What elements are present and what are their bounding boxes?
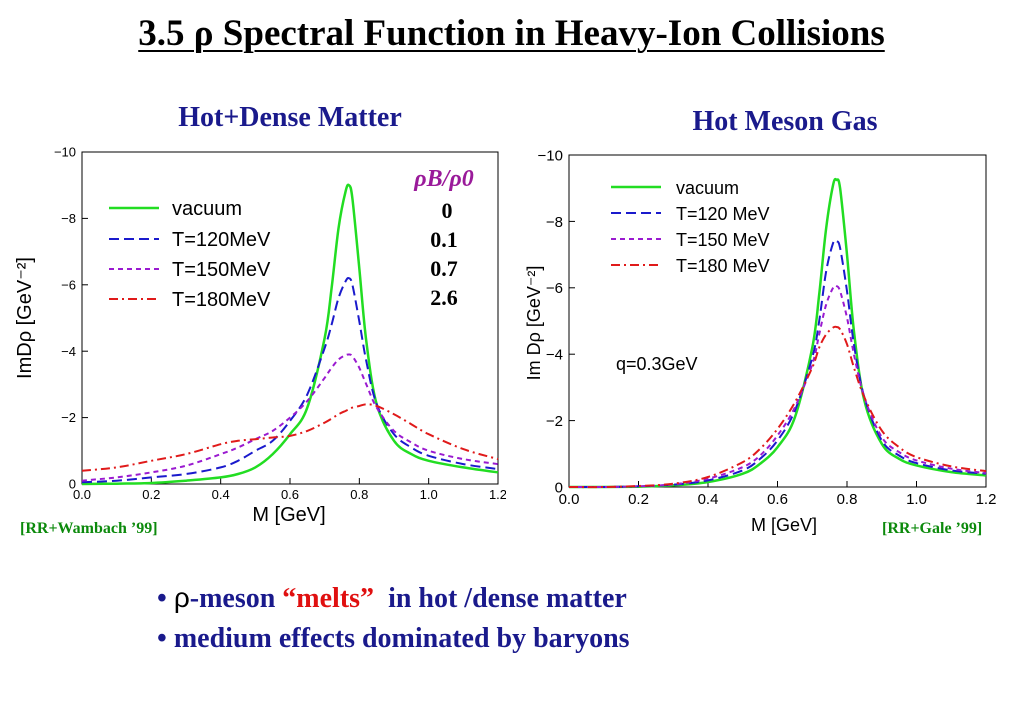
- density-value: 0.7: [430, 256, 458, 281]
- x-tick-label: 1.0: [906, 491, 927, 508]
- y-tick-label: −8: [546, 214, 563, 231]
- legend-label: vacuum: [172, 198, 242, 220]
- melts-highlight: “melts”: [282, 583, 375, 614]
- x-tick-label: 1.2: [976, 491, 997, 508]
- plot-frame: [568, 154, 987, 488]
- x-tick-label: 0.4: [212, 487, 230, 502]
- y-axis-label: Im Dρ [GeV⁻²]: [524, 266, 544, 381]
- x-tick-label: 0.8: [350, 487, 368, 502]
- y-tick-label: −8: [61, 211, 76, 226]
- y-tick-label: 0: [69, 477, 76, 492]
- y-tick-label: 0: [555, 479, 563, 496]
- legend-label: T=180MeV: [172, 289, 271, 311]
- right-chart: 0.0 0.2 0.4 0.6 0.8 1.0 1.2 0 −2 −4 −6 −8 −10 vacuum…: [524, 147, 997, 535]
- bullet-item: • ρ-meson “melts” in hot /dense matter: [157, 578, 630, 619]
- right-panel-heading: Hot Meson Gas: [692, 106, 878, 137]
- slide-title: 3.5 ρ Spectral Function in Heavy-Ion Col…: [138, 13, 885, 54]
- bullet-marker: •: [157, 623, 167, 654]
- series-line-0: [568, 177, 987, 489]
- y-tick-label: −4: [546, 347, 563, 364]
- bullet-text: -meson: [189, 583, 283, 614]
- legend-label: vacuum: [676, 178, 739, 198]
- legend-label: T=150 MeV: [676, 230, 770, 250]
- density-header: ρB/ρ0: [413, 166, 473, 192]
- y-tick-label: −2: [61, 410, 76, 425]
- x-tick-label: 0.8: [837, 491, 858, 508]
- chart-legend: vacuum T=120 MeV T=150 MeV T=180 MeV: [611, 178, 770, 276]
- left-chart: 0.0 0.2 0.4 0.6 0.8 1.0 1.2 0 −2 −4 −6 −8 −10 vacuum…: [14, 145, 507, 526]
- x-tick-label: 0.6: [767, 491, 788, 508]
- x-tick-label: 0.0: [73, 487, 91, 502]
- series-line-1: [568, 238, 987, 489]
- bullet-text: medium effects dominated by baryons: [173, 623, 630, 654]
- bullet-item: • medium effects dominated by baryons: [157, 619, 630, 659]
- series-line-0: [81, 183, 499, 486]
- density-value: 2.6: [430, 285, 458, 310]
- rho-symbol: ρ: [173, 582, 190, 613]
- y-tick-label: −10: [538, 147, 563, 164]
- y-tick-label: −6: [546, 280, 563, 297]
- x-tick-label: 0.4: [698, 491, 719, 508]
- density-value: 0.1: [430, 227, 458, 252]
- density-value: 0: [442, 198, 453, 223]
- bullet-list: • ρ-meson “melts” in hot /dense matter •…: [157, 578, 630, 659]
- series-line-2: [81, 353, 499, 482]
- x-tick-label: 1.0: [420, 487, 438, 502]
- series-line-2: [568, 284, 987, 489]
- bullet-marker: •: [157, 583, 167, 614]
- y-tick-label: −4: [61, 344, 76, 359]
- left-panel-heading: Hot+Dense Matter: [178, 102, 402, 133]
- y-tick-label: −2: [546, 413, 563, 430]
- x-tick-label: 0.2: [142, 487, 160, 502]
- x-tick-label: 0.2: [628, 491, 649, 508]
- series-line-3: [81, 403, 499, 472]
- y-axis-label: ImDρ [GeV⁻²]: [14, 257, 36, 379]
- legend-label: T=150MeV: [172, 259, 271, 281]
- left-chart-panel: 0.0 0.2 0.4 0.6 0.8 1.0 1.2 0 −2 −4 −6 −8 −10 vacuum…: [4, 144, 507, 528]
- legend-label: T=120 MeV: [676, 204, 770, 224]
- x-tick-label: 1.2: [489, 487, 506, 502]
- chart-legend: vacuum T=120MeV T=150MeV T=180MeV: [109, 198, 271, 311]
- density-column: ρB/ρ0 0 0.1 0.7 2.6: [413, 166, 473, 310]
- x-tick-label: 0.0: [559, 491, 580, 508]
- bullet-text: in hot /dense matter: [374, 583, 627, 614]
- series-line-1: [81, 277, 499, 484]
- right-chart-panel: 0.0 0.2 0.4 0.6 0.8 1.0 1.2 0 −2 −4 −6 −8 −10 vacuum…: [518, 133, 1006, 559]
- y-tick-label: −10: [54, 145, 76, 160]
- x-axis-label: M [GeV]: [751, 515, 817, 535]
- chart-annotation: q=0.3GeV: [616, 354, 698, 374]
- x-tick-label: 0.6: [281, 487, 299, 502]
- right-citation: [RR+Gale ’99]: [882, 520, 983, 537]
- left-citation: [RR+Wambach ’99]: [20, 520, 158, 537]
- legend-label: T=120MeV: [172, 229, 271, 251]
- y-tick-label: −6: [61, 277, 76, 292]
- legend-label: T=180 MeV: [676, 256, 770, 276]
- x-axis-label: M [GeV]: [252, 504, 325, 526]
